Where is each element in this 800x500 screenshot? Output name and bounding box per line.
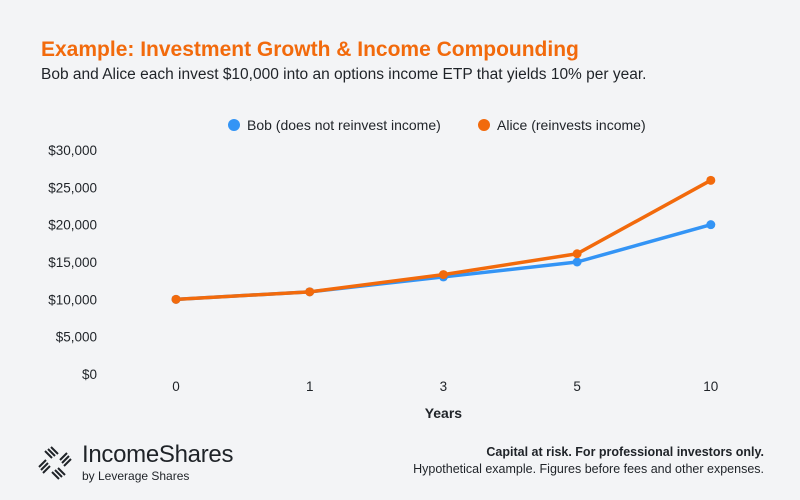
y-tick-label: $25,000 [48, 180, 97, 195]
data-point [572, 249, 582, 259]
y-tick-label: $20,000 [48, 218, 97, 233]
y-tick-label: $15,000 [48, 255, 97, 270]
disclaimer-bold: Capital at risk. For professional invest… [486, 445, 764, 459]
legend-label: Alice (reinvests income) [497, 117, 646, 133]
legend-marker [478, 119, 490, 131]
disclaimer: Capital at risk. For professional invest… [413, 444, 764, 478]
x-tick-label: 3 [440, 379, 448, 394]
y-tick-label: $30,000 [48, 143, 97, 158]
data-point [438, 270, 448, 280]
series-line-bob [175, 222, 712, 302]
data-point [305, 287, 315, 297]
disclaimer-text: Hypothetical example. Figures before fee… [413, 462, 764, 476]
brand-name: IncomeShares [82, 441, 234, 468]
x-tick-label: 5 [573, 379, 581, 394]
data-point [706, 220, 716, 230]
series-line-alice [175, 178, 712, 302]
data-point [572, 257, 582, 267]
y-tick-label: $10,000 [48, 292, 97, 307]
legend-label: Bob (does not reinvest income) [247, 117, 441, 133]
legend-marker [228, 119, 240, 131]
x-tick-label: 1 [306, 379, 314, 394]
data-point [706, 175, 716, 185]
y-tick-label: $5,000 [56, 330, 97, 345]
incomeshares-logo-icon [38, 446, 72, 480]
brand-subtitle: by Leverage Shares [82, 469, 190, 483]
x-tick-label: 10 [703, 379, 718, 394]
data-point [171, 294, 181, 304]
line-chart: $0 $5,000 $10,000 $15,000 $20,000 $25,000 $30,… [48, 117, 718, 421]
brand-logo: IncomeShares by Leverage Shares [38, 443, 233, 483]
y-tick-label: $0 [82, 367, 97, 382]
x-axis-title: Years [425, 405, 463, 421]
chart-subtitle: Bob and Alice each invest $10,000 into a… [41, 66, 647, 83]
x-tick-label: 0 [172, 379, 180, 394]
chart-title: Example: Investment Growth & Income Comp… [41, 38, 579, 61]
